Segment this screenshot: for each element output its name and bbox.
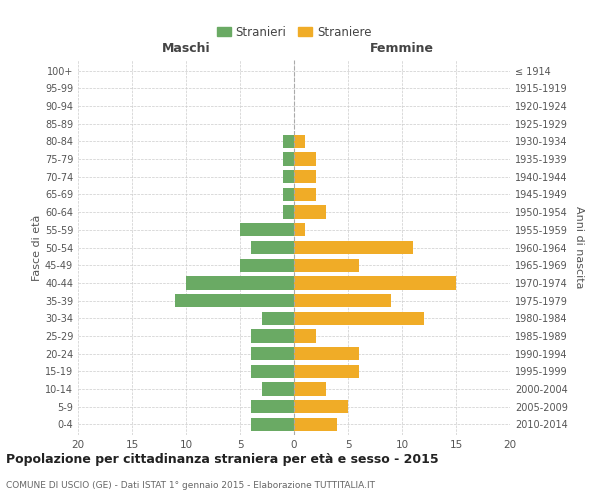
Bar xyxy=(294,364,359,378)
Bar xyxy=(175,294,294,307)
Bar xyxy=(262,382,294,396)
Bar xyxy=(294,134,305,148)
Text: Popolazione per cittadinanza straniera per età e sesso - 2015: Popolazione per cittadinanza straniera p… xyxy=(6,452,439,466)
Bar xyxy=(294,418,337,431)
Bar xyxy=(251,330,294,342)
Bar xyxy=(294,152,316,166)
Bar xyxy=(294,258,359,272)
Bar xyxy=(240,258,294,272)
Text: COMUNE DI USCIO (GE) - Dati ISTAT 1° gennaio 2015 - Elaborazione TUTTITALIA.IT: COMUNE DI USCIO (GE) - Dati ISTAT 1° gen… xyxy=(6,480,375,490)
Bar xyxy=(251,400,294,413)
Bar xyxy=(283,170,294,183)
Text: Femmine: Femmine xyxy=(370,42,434,55)
Legend: Stranieri, Straniere: Stranieri, Straniere xyxy=(212,21,376,44)
Bar xyxy=(294,347,359,360)
Bar xyxy=(294,276,456,289)
Bar xyxy=(294,170,316,183)
Bar xyxy=(240,223,294,236)
Bar xyxy=(251,364,294,378)
Bar xyxy=(294,188,316,201)
Bar xyxy=(283,188,294,201)
Bar xyxy=(251,418,294,431)
Bar xyxy=(283,152,294,166)
Bar xyxy=(294,206,326,219)
Text: Maschi: Maschi xyxy=(161,42,211,55)
Y-axis label: Fasce di età: Fasce di età xyxy=(32,214,42,280)
Bar xyxy=(294,312,424,325)
Bar xyxy=(262,312,294,325)
Bar xyxy=(294,330,316,342)
Bar xyxy=(294,241,413,254)
Y-axis label: Anni di nascita: Anni di nascita xyxy=(574,206,584,289)
Bar xyxy=(251,347,294,360)
Bar xyxy=(294,382,326,396)
Bar xyxy=(294,294,391,307)
Bar xyxy=(283,134,294,148)
Bar xyxy=(294,223,305,236)
Bar xyxy=(294,400,348,413)
Bar xyxy=(186,276,294,289)
Bar xyxy=(251,241,294,254)
Bar xyxy=(283,206,294,219)
